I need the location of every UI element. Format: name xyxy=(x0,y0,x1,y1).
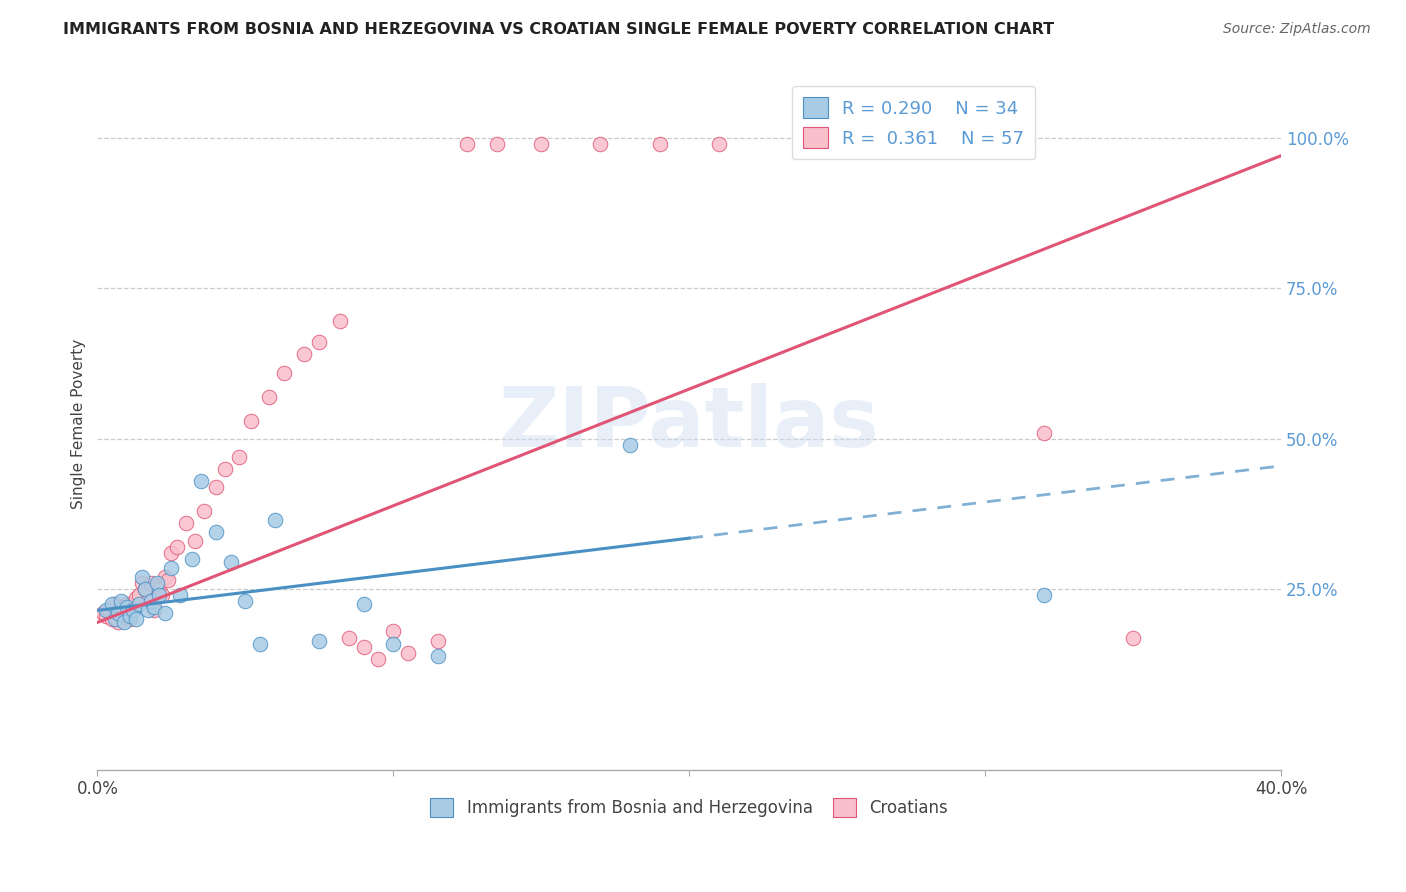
Point xyxy=(112,609,135,624)
Point xyxy=(131,570,153,584)
Text: ZIPatlas: ZIPatlas xyxy=(499,384,880,464)
Point xyxy=(329,314,352,328)
Point xyxy=(485,136,508,151)
Legend: Immigrants from Bosnia and Herzegovina, Croatians: Immigrants from Bosnia and Herzegovina, … xyxy=(423,791,955,824)
Point xyxy=(115,607,138,621)
Point xyxy=(136,594,159,608)
Point xyxy=(157,574,180,588)
Point xyxy=(294,347,316,361)
Point xyxy=(915,136,938,151)
Point xyxy=(107,607,129,621)
Point xyxy=(115,600,138,615)
Point xyxy=(190,474,212,488)
Point xyxy=(353,598,375,612)
Point xyxy=(160,546,183,560)
Point xyxy=(240,414,263,428)
Point xyxy=(91,607,114,621)
Point xyxy=(257,390,280,404)
Point xyxy=(110,594,132,608)
Point xyxy=(128,588,150,602)
Point xyxy=(101,612,124,626)
Point xyxy=(228,450,250,464)
Point xyxy=(121,603,143,617)
Point xyxy=(148,582,170,597)
Point xyxy=(112,600,135,615)
Point xyxy=(204,525,226,540)
Point xyxy=(382,624,405,639)
Point xyxy=(181,552,204,566)
Point xyxy=(308,335,330,350)
Point xyxy=(134,582,156,597)
Point xyxy=(855,136,877,151)
Point xyxy=(148,588,170,602)
Point xyxy=(155,570,177,584)
Point xyxy=(125,612,148,626)
Point xyxy=(648,136,671,151)
Point xyxy=(337,631,360,645)
Point xyxy=(118,609,141,624)
Point xyxy=(426,648,449,663)
Text: IMMIGRANTS FROM BOSNIA AND HERZEGOVINA VS CROATIAN SINGLE FEMALE POVERTY CORRELA: IMMIGRANTS FROM BOSNIA AND HERZEGOVINA V… xyxy=(63,22,1054,37)
Point xyxy=(707,136,730,151)
Point xyxy=(136,603,159,617)
Point xyxy=(107,615,129,630)
Point xyxy=(101,598,124,612)
Point xyxy=(131,576,153,591)
Point xyxy=(1122,631,1144,645)
Point xyxy=(139,576,162,591)
Point xyxy=(121,603,143,617)
Point xyxy=(193,504,215,518)
Point xyxy=(112,615,135,630)
Point xyxy=(619,438,641,452)
Point xyxy=(152,588,174,602)
Point xyxy=(104,612,127,626)
Point xyxy=(96,603,118,617)
Point xyxy=(264,513,287,527)
Point xyxy=(367,651,389,665)
Point xyxy=(219,555,242,569)
Point xyxy=(125,591,148,606)
Point xyxy=(155,607,177,621)
Point xyxy=(142,600,165,615)
Point xyxy=(1033,425,1056,440)
Point xyxy=(104,598,127,612)
Point xyxy=(174,516,197,530)
Point xyxy=(456,136,478,151)
Point xyxy=(214,462,236,476)
Point xyxy=(426,633,449,648)
Point xyxy=(139,594,162,608)
Point xyxy=(1033,588,1056,602)
Point xyxy=(308,633,330,648)
Point xyxy=(110,603,132,617)
Point xyxy=(396,646,419,660)
Point xyxy=(249,636,271,650)
Point xyxy=(589,136,612,151)
Point xyxy=(96,609,118,624)
Point xyxy=(160,561,183,575)
Point xyxy=(204,480,226,494)
Point xyxy=(118,612,141,626)
Y-axis label: Single Female Poverty: Single Female Poverty xyxy=(72,339,86,508)
Point xyxy=(796,136,818,151)
Point xyxy=(273,366,295,380)
Point xyxy=(145,579,167,593)
Text: Source: ZipAtlas.com: Source: ZipAtlas.com xyxy=(1223,22,1371,37)
Point xyxy=(233,594,256,608)
Point xyxy=(184,534,207,549)
Point xyxy=(166,540,188,554)
Point xyxy=(128,598,150,612)
Point xyxy=(115,598,138,612)
Point xyxy=(353,640,375,654)
Point xyxy=(382,636,405,650)
Point xyxy=(530,136,553,151)
Point xyxy=(134,582,156,597)
Point xyxy=(169,588,191,602)
Point xyxy=(98,603,121,617)
Point xyxy=(110,600,132,615)
Point xyxy=(145,576,167,591)
Point xyxy=(142,603,165,617)
